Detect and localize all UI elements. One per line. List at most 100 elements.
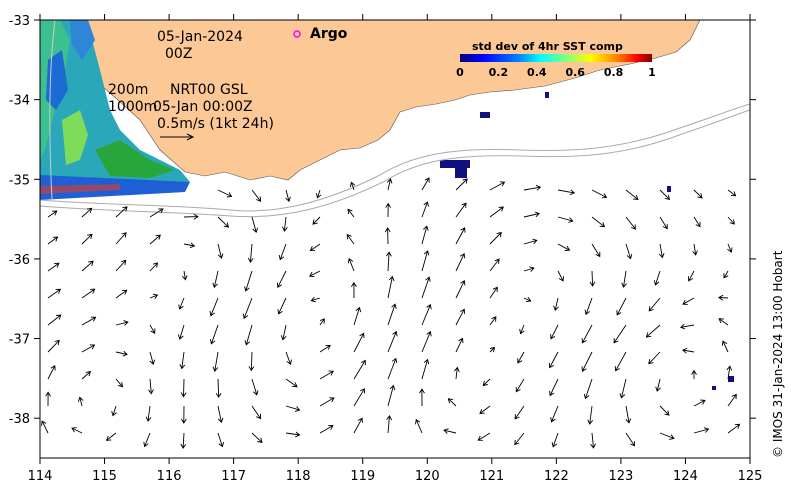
current-vector-arrow	[693, 216, 701, 228]
current-vector-arrow	[659, 189, 671, 200]
colorbar-tick-label: 0.8	[604, 66, 624, 79]
current-vector-arrow	[514, 405, 525, 420]
current-vector-arrow	[489, 181, 506, 191]
current-vector-arrow	[319, 344, 331, 353]
current-vector-arrow	[659, 432, 675, 440]
current-vector-arrow	[115, 206, 128, 218]
current-vector-arrow	[590, 432, 597, 449]
current-vector-arrow	[557, 216, 574, 223]
x-tick-label: 120	[415, 469, 440, 484]
current-vector-arrow	[648, 351, 661, 365]
current-vector-arrow	[386, 178, 393, 191]
current-vector-arrow	[489, 258, 500, 272]
current-vector-arrow	[47, 365, 56, 380]
current-vector-arrow	[81, 371, 92, 380]
current-vector-arrow	[280, 324, 287, 341]
current-vector-arrow	[415, 418, 423, 434]
current-vector-arrow	[523, 184, 542, 191]
product-label: NRT00 GSL	[170, 82, 248, 98]
current-vector-arrow	[149, 324, 156, 334]
sst-noise-pixels	[440, 92, 734, 390]
current-vector-arrow	[81, 207, 93, 218]
current-vector-arrow	[614, 351, 627, 372]
current-vector-arrow	[244, 270, 253, 292]
x-axis: 114 115 116 117 118 119 120 121 122 123 124 125	[28, 14, 762, 484]
current-vector-arrow	[353, 306, 362, 326]
current-vector-arrow	[81, 288, 96, 299]
current-vector-arrow	[181, 270, 188, 281]
current-vector-arrow	[149, 293, 159, 300]
contour-200-label: 200m	[108, 82, 148, 98]
x-tick-label: 117	[221, 469, 246, 484]
current-vector-arrow	[217, 432, 225, 448]
colorbar-tick-label: 0.6	[565, 66, 585, 79]
current-vector-arrow	[310, 296, 321, 303]
current-vector-arrow	[277, 297, 287, 315]
current-vector-arrow	[691, 369, 697, 379]
current-vector-arrow	[653, 270, 661, 286]
current-vector-arrow	[693, 399, 706, 407]
x-tick-label: 122	[544, 469, 569, 484]
current-vector-arrow	[421, 177, 430, 191]
x-tick-label: 121	[479, 469, 504, 484]
current-vector-arrow	[589, 270, 596, 287]
colorbar-tick-label: 0.4	[527, 66, 547, 79]
current-vector-arrow	[455, 227, 466, 245]
current-vector-arrow	[285, 378, 298, 388]
current-vector-arrow	[209, 297, 219, 317]
y-tick-label: -35	[9, 173, 30, 188]
current-vector-arrow	[47, 210, 58, 218]
x-tick-label: 124	[673, 469, 698, 484]
y-tick-label: -34	[9, 94, 30, 109]
current-vector-arrow	[386, 251, 392, 272]
current-vector-arrow	[583, 378, 593, 400]
current-vector-arrow	[718, 294, 729, 301]
contour-1000-label: 1000m	[108, 99, 157, 115]
current-vector-arrow	[550, 405, 559, 423]
current-vector-arrow	[77, 396, 84, 407]
current-vector-arrow	[353, 332, 365, 353]
current-vector-arrow	[489, 286, 498, 299]
current-vector-field	[41, 177, 741, 449]
current-vector-arrow	[682, 297, 695, 305]
current-vector-arrow	[115, 232, 127, 245]
current-vector-arrow	[523, 296, 532, 303]
current-vector-arrow	[421, 201, 429, 218]
current-vector-arrow	[648, 297, 661, 312]
current-vector-arrow	[421, 330, 432, 353]
current-vector-arrow	[285, 189, 291, 203]
current-vector-arrow	[217, 405, 224, 424]
current-vector-arrow	[217, 189, 233, 198]
current-vector-arrow	[47, 236, 59, 245]
current-vector-arrow	[353, 417, 363, 434]
current-vector-arrow	[149, 262, 159, 272]
current-vector-arrow	[591, 243, 601, 258]
current-vector-arrow	[319, 397, 335, 407]
current-vector-arrow	[455, 202, 467, 218]
current-vector-arrow	[421, 358, 430, 380]
current-vector-arrow	[47, 314, 62, 326]
colorbar-tick-label: 1	[648, 66, 656, 79]
current-vector-arrow	[658, 243, 665, 259]
current-vector-arrow	[551, 432, 559, 448]
current-vector-arrow	[517, 351, 525, 364]
current-vector-arrow	[625, 405, 632, 424]
current-vector-arrow	[251, 216, 259, 234]
current-vector-arrow	[387, 303, 397, 326]
current-vector-arrow	[81, 233, 93, 245]
current-vector-arrow	[553, 297, 559, 312]
current-vector-arrow	[447, 398, 457, 407]
current-vector-arrow	[81, 260, 94, 272]
current-vector-arrow	[489, 316, 497, 326]
bathymetry-contours	[40, 20, 750, 218]
current-vector-arrow	[285, 351, 292, 365]
current-vector-arrow	[308, 270, 321, 278]
current-vector-arrow	[727, 216, 735, 225]
x-tick-label: 116	[157, 469, 182, 484]
current-vector-arrow	[557, 270, 564, 282]
current-vector-arrow	[443, 428, 457, 434]
current-vector-arrow	[477, 432, 491, 441]
argo-marker-icon	[293, 30, 301, 38]
current-vector-arrow	[81, 316, 97, 326]
hour-label: 00Z	[165, 46, 192, 62]
